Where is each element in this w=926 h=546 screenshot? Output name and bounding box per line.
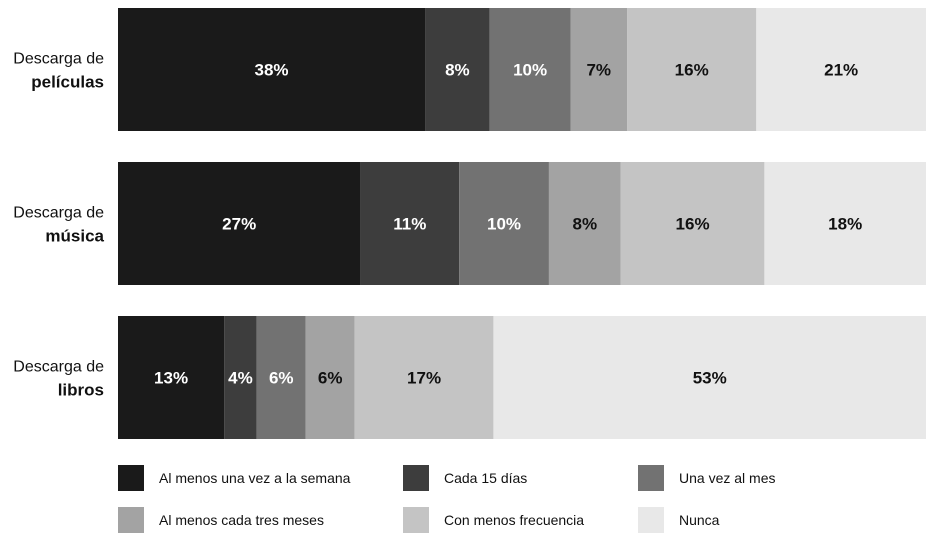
bar-segment-1-5 — [627, 8, 757, 131]
bar-segment-1-6 — [756, 8, 926, 131]
category-label-line2: música — [45, 227, 104, 246]
legend-swatch-4 — [118, 507, 144, 533]
bar-segment-2-5 — [620, 162, 765, 285]
data-label-2-6: 18% — [828, 215, 862, 234]
legend-swatch-2 — [403, 465, 429, 491]
category-label-line2: películas — [31, 73, 104, 92]
bar-segment-2-1 — [118, 162, 361, 285]
legend-label-5: Con menos frecuencia — [444, 512, 584, 528]
legend-label-1: Al menos una vez a la semana — [159, 470, 351, 486]
bar-segment-2-3 — [459, 162, 549, 285]
category-label-line1: Descarga de — [13, 359, 104, 376]
bar-segment-3-5 — [354, 316, 494, 439]
legend-label-3: Una vez al mes — [679, 470, 775, 486]
data-label-2-4: 8% — [573, 215, 598, 234]
data-label-3-4: 6% — [318, 369, 343, 388]
category-label-line1: Descarga de — [13, 205, 104, 222]
bars-group: 38% 8% 10% 7% 16% 21% 27% 11% 10% 8% 16% 18% 13% 4% 6%… — [118, 8, 926, 439]
legend-swatch-5 — [403, 507, 429, 533]
data-label-2-2: 11% — [393, 215, 426, 234]
legend-swatch-1 — [118, 465, 144, 491]
legend-swatch-6 — [638, 507, 664, 533]
data-label-3-3: 6% — [269, 369, 294, 388]
category-labels: Descarga de películas Descarga de música Des… — [13, 51, 104, 400]
bar-segment-2-2 — [360, 162, 460, 285]
data-label-1-5: 16% — [675, 61, 709, 80]
data-label-3-2: 4% — [228, 369, 253, 388]
bar-segment-1-1 — [118, 8, 426, 131]
bar-segment-3-6 — [493, 316, 926, 439]
data-label-3-6: 53% — [693, 369, 727, 388]
data-label-1-2: 8% — [445, 61, 470, 80]
legend: Al menos una vez a la semana Cada 15 días… — [118, 465, 775, 533]
data-label-2-3: 10% — [487, 215, 521, 234]
bar-segment-1-4 — [570, 8, 628, 131]
bar-segment-3-3 — [256, 316, 306, 439]
data-label-3-5: 17% — [407, 369, 441, 388]
category-label-line2: libros — [58, 381, 104, 400]
bar-segment-1-2 — [425, 8, 490, 131]
legend-swatch-3 — [638, 465, 664, 491]
legend-label-2: Cada 15 días — [444, 470, 527, 486]
data-label-2-5: 16% — [676, 215, 710, 234]
legend-label-4: Al menos cada tres meses — [159, 512, 324, 528]
data-label-2-1: 27% — [222, 215, 256, 234]
bar-segment-2-4 — [548, 162, 621, 285]
bar-segment-3-1 — [118, 316, 225, 439]
data-label-1-1: 38% — [255, 61, 289, 80]
category-label-line1: Descarga de — [13, 51, 104, 68]
legend-label-6: Nunca — [679, 512, 720, 528]
data-label-1-4: 7% — [586, 61, 611, 80]
bar-segment-2-6 — [764, 162, 926, 285]
bar-segment-3-4 — [305, 316, 355, 439]
data-label-1-6: 21% — [824, 61, 858, 80]
data-label-1-3: 10% — [513, 61, 547, 80]
bar-segment-1-3 — [489, 8, 571, 131]
bar-segment-3-2 — [224, 316, 257, 439]
data-label-3-1: 13% — [154, 369, 188, 388]
